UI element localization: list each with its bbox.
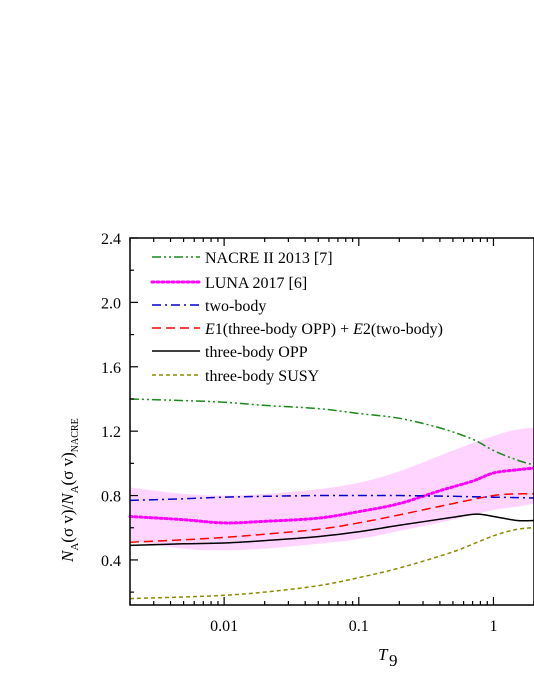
- legend-e1-italic: E: [204, 321, 215, 338]
- legend-label-luna: LUNA 2017 [6]: [205, 275, 307, 292]
- uncertainty-band-layer: [130, 427, 534, 551]
- series-line-e1-e2-combined: [129, 493, 534, 543]
- series-line-three-body-susy: [129, 526, 534, 600]
- series-line-three-body-opp: [129, 513, 534, 547]
- legend-label-e1-e2: E1(three-body OPP) + E2(two-body): [204, 321, 443, 338]
- x-tick-label: 0.1: [349, 618, 369, 635]
- y-tick-label: 0.4: [101, 553, 121, 570]
- legend-label-three-body-opp: three-body OPP: [205, 344, 308, 361]
- x-tick-label: 1: [489, 618, 497, 635]
- legend-e2-italic: E: [352, 321, 363, 338]
- legend-e2-rest: 2(two-body): [363, 321, 443, 338]
- series-line-nacre-ii-2013-7: [129, 398, 534, 466]
- x-tick-label: 0.01: [210, 618, 238, 635]
- legend: NACRE II 2013 [7] LUNA 2017 [6] two-body…: [150, 250, 443, 385]
- series-line-luna-2017-6: [128, 466, 534, 525]
- y-axis-label: NA(σ v)/NA(σ v)NACRE: [58, 418, 81, 563]
- y-label-tail: (σ v): [58, 452, 77, 485]
- y-label-n2: N: [58, 492, 77, 506]
- y-tick-label: 2.4: [101, 231, 121, 248]
- legend-label-three-body-susy: three-body SUSY: [205, 368, 320, 385]
- y-tick-label: 0.8: [101, 489, 121, 506]
- y-tick-label: 1.2: [101, 424, 121, 441]
- tick-layer: 0.01 0.1 1 0.4 0.8 1.2 1.6 2.0 2.4: [101, 231, 534, 635]
- legend-e1-rest: 1(three-body OPP) +: [215, 321, 353, 338]
- legend-label-nacre: NACRE II 2013 [7]: [205, 250, 333, 267]
- y-label-sub3: NACRE: [70, 418, 81, 452]
- y-label-n1: N: [58, 549, 77, 563]
- luna-uncertainty-band: [130, 427, 534, 551]
- plot-frame: [129, 237, 534, 606]
- x-axis-label: T: [378, 645, 389, 664]
- series-line-two-body: [129, 494, 534, 502]
- y-label-mid: (σ v)/: [58, 504, 77, 542]
- y-label-sub1: A: [69, 543, 81, 551]
- y-tick-label: 2.0: [101, 295, 121, 312]
- series-layer: [128, 398, 534, 600]
- legend-label-two-body: two-body: [205, 298, 266, 315]
- y-label-sub2: A: [69, 485, 81, 493]
- y-tick-label: 1.6: [101, 360, 121, 377]
- x-axis-label-subscript: 9: [389, 651, 398, 670]
